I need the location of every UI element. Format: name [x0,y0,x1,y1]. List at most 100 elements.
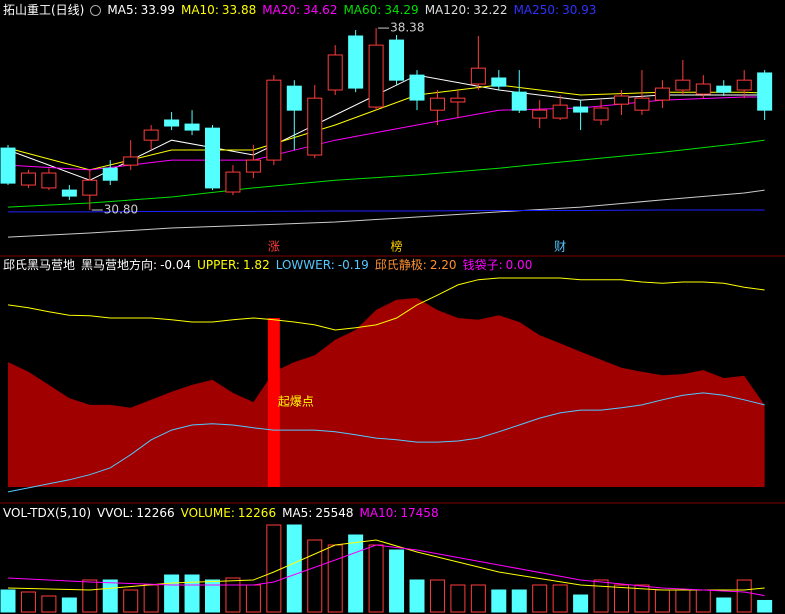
volume-bar [552,584,568,613]
candle-body [41,172,57,189]
area [8,298,765,487]
volume-bar [757,599,773,613]
volume-bar [205,579,220,613]
candle-body [429,97,445,111]
header-value: 2.20 [429,258,457,272]
candle-body [389,39,405,81]
volume-bar [143,584,159,613]
candle-body [368,44,384,108]
candle-body [245,159,261,173]
candle-body [593,107,609,121]
candle-body [491,77,507,87]
ma-line [7,189,765,238]
candle-body [532,109,548,119]
volume-bar [184,574,200,613]
header-item: MA10: 17458 [360,505,439,521]
volume-ma-line [7,544,765,597]
volume-bar [225,577,241,613]
volume-bar [123,589,139,613]
candle-body [225,171,241,193]
candle-body [614,95,629,105]
header-value: 30.93 [562,3,597,17]
candle-body [327,54,343,91]
ma-line [7,96,765,171]
header-value: 33.99 [140,3,175,17]
volume-bar [102,579,118,613]
annotation: 30.80 [104,203,138,217]
header-item: MA5: 33.99 [107,2,175,18]
header-value: 12266 [136,506,175,520]
bar-label: 起爆点 [278,395,314,409]
header: 邱氏黑马营地 黑马营地方向: -0.04 UPPER: 1.82 LOWWER: -0.19… [3,257,532,273]
volume-bar [327,544,343,613]
header-value: 34.62 [303,3,338,17]
volume-bar [429,579,445,613]
candle-body [716,85,732,93]
volume-bar [470,584,486,613]
candle-body [164,119,180,127]
ma-line [7,139,765,208]
volume-bar [20,591,36,613]
header-label: 邱氏静极: [374,258,427,272]
volume-bar [491,589,507,613]
header-item: LOWWER: -0.19 [276,257,369,273]
volume-bar [389,549,405,613]
volume-bar [593,579,609,613]
volume-bar [695,589,711,613]
ma-line [7,74,765,181]
header-label: MA5: [107,3,138,17]
candle-body [695,83,711,95]
volume-bar [61,597,77,613]
title: 拓山重工(日线) [3,3,85,17]
volume-bar [286,524,302,613]
signal: 涨 [268,239,280,254]
candle-body [102,167,118,181]
volume-bar [368,544,384,613]
header-value: 33.88 [221,3,257,17]
title: VOL-TDX(5,10) [3,506,92,520]
volume-bar [675,589,691,613]
volume-bar [716,597,732,613]
volume-bar [164,574,180,613]
header-label: MA250: [513,3,560,17]
indicator-line [7,392,765,493]
header-item: 黑马营地方向: -0.04 [81,257,191,273]
ma-line [8,209,765,213]
candle-body [573,106,589,113]
volume-bar [654,589,670,613]
indicator-line [7,277,765,331]
header-value: 32.22 [473,3,508,17]
volume-bar [614,584,629,613]
volume-bar [82,579,98,613]
candle-body [82,179,98,196]
volume-bar [266,524,282,613]
candle-body [470,67,486,85]
header-value: 17458 [400,506,439,520]
candle-body [286,85,302,111]
candle-body [184,123,200,131]
candle-body [307,97,323,156]
header-value: -0.04 [160,258,192,272]
header-label: VVOL: [97,506,134,520]
candle-body [634,97,650,111]
header-item: VOLUME: 12266 [181,505,276,521]
candle-body [552,104,568,119]
candle-body [0,147,16,184]
header-label: MA60: [343,3,382,17]
candle-body [61,189,77,197]
header-value: 12266 [237,506,277,520]
header-label: MA120: [424,3,471,17]
header-label: MA5: [282,506,313,520]
volume-bar [307,539,323,613]
candle-body [736,79,752,91]
volume-bar [41,595,57,613]
icon[interactable] [90,5,102,16]
candle-body [511,91,527,111]
volume-bar [450,584,466,613]
header-item: MA20: 34.62 [262,2,337,18]
header-item: 邱氏静极: 2.20 [375,257,457,273]
volume-bar [634,584,650,613]
volume-bar [0,589,16,613]
header-label: 钱袋子: [462,258,503,272]
